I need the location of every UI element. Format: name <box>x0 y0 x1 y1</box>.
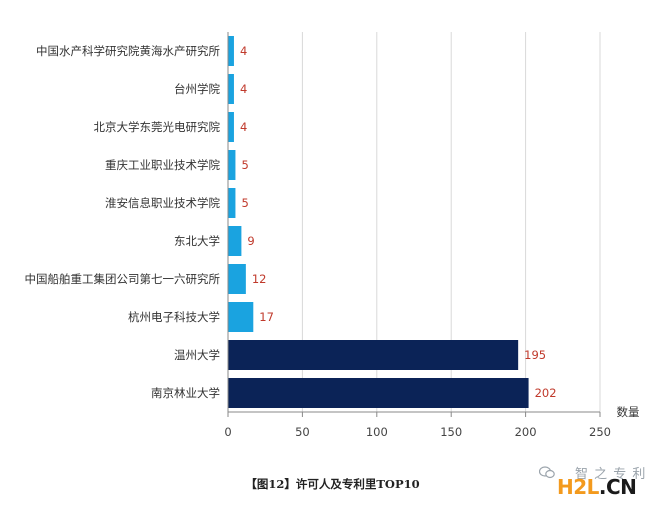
x-tick-label: 50 <box>295 425 310 439</box>
bar <box>228 378 529 408</box>
x-tick-label: 0 <box>224 425 231 439</box>
bar <box>228 36 234 66</box>
bar-value-label: 9 <box>247 234 254 248</box>
bars: 4 中国水产科学研究院黄海水产研究所 4 台州学院 4 北京大学东莞光电研究院 5 重庆工业职… <box>25 36 557 408</box>
bar <box>228 150 236 180</box>
bar-value-label: 17 <box>259 310 274 324</box>
bar-value-label: 4 <box>240 82 247 96</box>
x-tick-label: 100 <box>366 425 388 439</box>
bar-value-label: 195 <box>524 348 546 362</box>
watermark-brand-cn: .CN <box>598 475 637 499</box>
x-axis-title: 数量 <box>617 405 640 419</box>
patent-licensor-bar-chart: 4 中国水产科学研究院黄海水产研究所 4 台州学院 4 北京大学东莞光电研究院 5 重庆工业职… <box>25 32 640 439</box>
bar <box>228 188 236 218</box>
watermark-logo: H2L.CN <box>557 475 637 499</box>
category-label: 杭州电子科技大学 <box>128 310 220 324</box>
figure-caption: 【图12】许可人及专利里TOP10 <box>245 477 420 491</box>
bar-value-label: 5 <box>241 158 248 172</box>
category-label: 淮安信息职业技术学院 <box>105 196 220 210</box>
bar <box>228 264 246 294</box>
x-tick-label: 250 <box>589 425 611 439</box>
watermark-brand-h2l: H2L <box>557 475 599 499</box>
x-tick-label: 200 <box>515 425 537 439</box>
category-label: 南京林业大学 <box>151 386 220 400</box>
category-label: 台州学院 <box>174 82 220 96</box>
watermark: 智 之 专 利 H2L.CN <box>539 463 651 499</box>
bar <box>228 302 254 332</box>
category-label: 中国船舶重工集团公司第七一六研究所 <box>25 272 221 286</box>
bar-value-label: 4 <box>240 120 247 134</box>
x-axis: 0 50 100 150 200 250 <box>224 32 611 439</box>
bar-value-label: 5 <box>241 196 248 210</box>
category-label: 北京大学东莞光电研究院 <box>94 120 221 134</box>
watermark-cn-text: 智 之 专 利 <box>575 467 647 482</box>
category-label: 中国水产科学研究院黄海水产研究所 <box>36 44 220 58</box>
bar-value-label: 202 <box>535 386 557 400</box>
wechat-icon <box>539 466 555 479</box>
x-tick-label: 150 <box>440 425 462 439</box>
bar <box>228 340 519 370</box>
category-label: 东北大学 <box>174 234 220 248</box>
bar <box>228 226 242 256</box>
bar-value-label: 12 <box>252 272 267 286</box>
bar <box>228 112 234 142</box>
bar-value-label: 4 <box>240 44 247 58</box>
category-label: 重庆工业职业技术学院 <box>105 158 220 172</box>
category-label: 温州大学 <box>174 348 220 362</box>
bar <box>228 74 234 104</box>
